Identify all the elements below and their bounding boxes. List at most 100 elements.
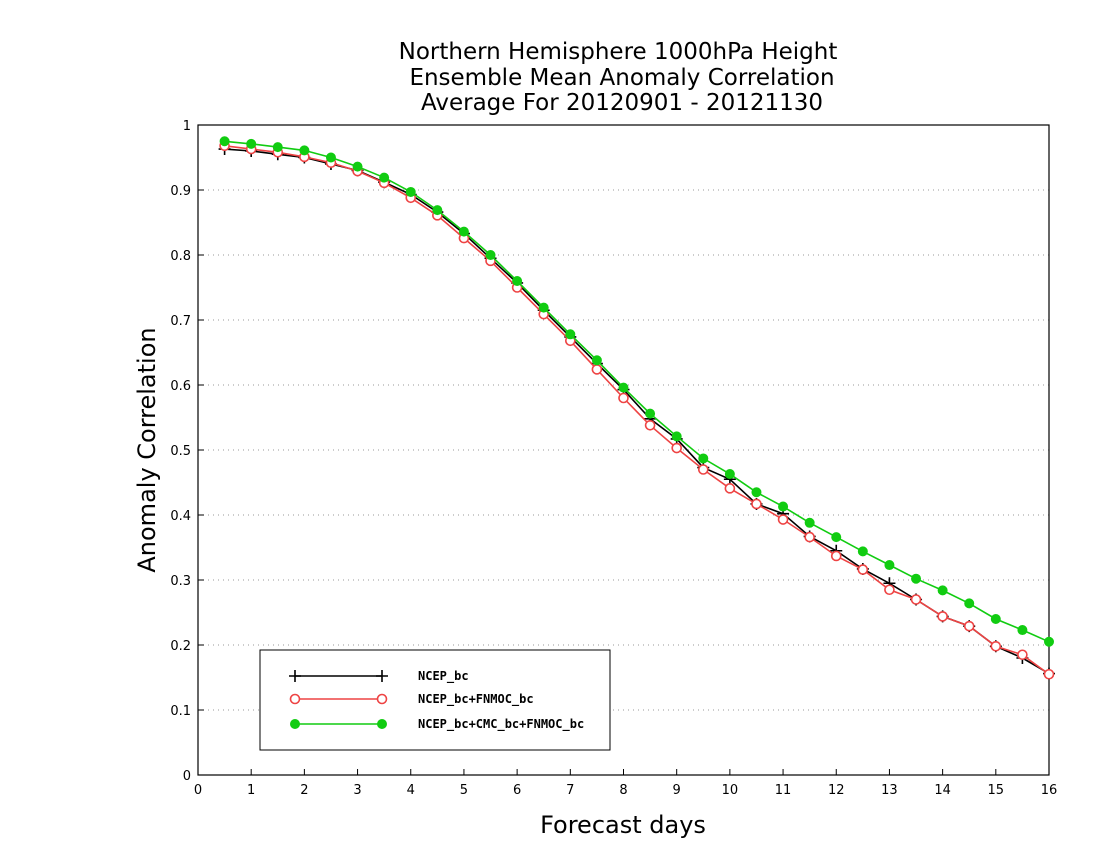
legend-entry: NCEP_bc+FNMOC_bc [289,692,534,707]
legend: NCEP_bc NCEP_bc+FNMOC_bc NCEP_bc+CMC_bc+FN… [259,649,611,751]
series-NCEP_bc+FNMOC_bc [219,140,1055,680]
x-tick-label: 11 [775,783,792,798]
data-point [830,550,842,562]
data-point [831,532,842,543]
chart-title-line-1: Northern Hemisphere 1000hPa Height [399,39,838,65]
data-point [804,531,815,543]
y-tick-label: 0.3 [170,574,191,589]
data-point [778,501,789,512]
data-point [804,517,815,528]
data-point [299,145,310,156]
data-point [538,302,549,313]
y-tick-label: 0.7 [170,314,191,329]
x-tick-label: 13 [881,783,898,798]
chart-title-line-2: Ensemble Mean Anomaly Correlation [409,65,834,91]
legend-marker [376,670,388,682]
y-tick-label: 0.4 [170,509,191,524]
x-tick-label: 16 [1041,783,1058,798]
data-point [1044,636,1054,647]
data-point [697,464,709,475]
x-tick-label: 7 [566,783,574,798]
data-point [990,640,1002,652]
data-point [671,442,682,454]
data-point [671,431,682,442]
data-point [352,161,363,172]
grid-lines [198,189,1049,711]
y-tick-label: 0.5 [170,444,191,459]
legend-marker [376,693,388,705]
x-tick-label: 12 [828,783,845,798]
y-axis-label: Anomaly Correlation [133,327,161,572]
data-point [272,142,283,153]
data-point [246,138,257,149]
x-tick-label: 10 [722,783,739,798]
x-tick-label: 15 [988,783,1005,798]
axis-ticks: 00.10.20.30.40.50.60.70.80.910 1 2 3 4 5 6 7 8 9 1… [170,119,1057,798]
x-tick-label: 1 [247,783,255,798]
legend-marker [289,670,301,682]
series-line [224,145,1050,675]
series-NCEP_bc+CMC_bc+FNMOC_bc [219,136,1054,647]
data-point [937,585,948,596]
data-point [645,408,656,419]
data-point [591,355,602,366]
legend-entry: NCEP_bc+CMC_bc+FNMOC_bc [290,717,584,732]
data-point [698,453,709,464]
y-tick-label: 1 [183,119,191,134]
chart-title-line-3: Average For 20120901 - 20121130 [421,90,823,116]
data-point [618,392,629,404]
legend-label: NCEP_bc+CMC_bc+FNMOC_bc [418,717,584,732]
data-point [911,573,922,584]
x-tick-label: 3 [353,783,361,798]
y-tick-label: 0.1 [170,704,191,719]
y-tick-label: 0.6 [170,379,191,394]
legend-entry: NCEP_bc [289,669,469,684]
data-point [379,172,390,183]
legend-label: NCEP_bc+FNMOC_bc [418,692,534,707]
data-point [458,226,469,237]
x-tick-label: 14 [934,783,951,798]
data-point [910,594,922,605]
data-point [937,611,948,622]
data-point [884,560,895,571]
x-tick-label: 4 [407,783,415,798]
x-tick-label: 5 [460,783,468,798]
y-tick-label: 0.2 [170,639,191,654]
data-point [857,564,869,575]
data-point [884,584,895,596]
series-line [224,140,1050,643]
data-point [724,483,736,494]
x-tick-label: 0 [194,783,202,798]
data-point [751,487,762,498]
data-point [432,205,443,216]
data-point [644,419,656,431]
y-tick-label: 0 [183,769,191,784]
data-point [618,382,629,393]
x-axis-label: Forecast days [540,811,706,839]
y-tick-label: 0.9 [170,184,191,199]
legend-marker [377,719,387,729]
data-point [857,546,868,557]
data-point [405,186,416,197]
data-point [724,469,735,480]
x-tick-label: 2 [300,783,308,798]
data-point [751,498,762,510]
y-tick-label: 0.8 [170,249,191,264]
data-point [777,514,789,525]
chart-title: Northern Hemisphere 1000hPa Height Ensem… [399,39,838,116]
data-point [1043,668,1055,680]
legend-box [259,649,611,751]
legend-label: NCEP_bc [418,669,469,684]
legend-marker [290,719,300,729]
data-point [325,152,336,163]
data-point [485,250,496,260]
data-point [512,276,523,286]
x-tick-label: 9 [673,783,681,798]
legend-marker [289,693,301,705]
data-point [565,329,576,340]
data-point [591,364,603,375]
data-point [219,136,230,147]
data-point [964,598,975,609]
data-point [963,620,975,632]
